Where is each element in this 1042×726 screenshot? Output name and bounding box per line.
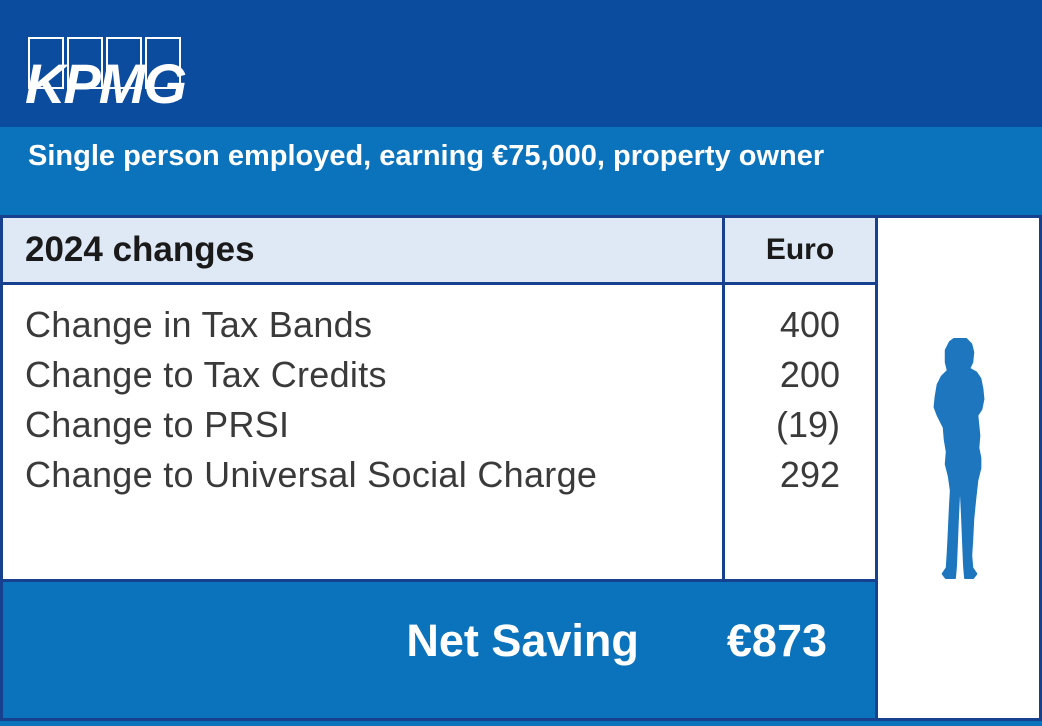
table-row-value: (19) <box>775 404 840 445</box>
logo-rectangle <box>145 37 181 89</box>
kpmg-wordmark: KPMG <box>25 52 187 115</box>
row-labels-column: Change in Tax Bands Change to Tax Credit… <box>3 285 722 579</box>
logo-rectangle <box>106 37 142 89</box>
column-header-euro: Euro <box>722 218 878 282</box>
kpmg-logo: KPMG <box>25 0 198 127</box>
kpmg-four-rectangles-icon <box>28 37 181 89</box>
figure-panel <box>878 218 1042 718</box>
table-row-label: Change in Tax Bands <box>25 304 373 345</box>
table-body: Change in Tax Bands Change to Tax Credit… <box>3 285 878 582</box>
logo-rectangle <box>28 37 64 89</box>
net-saving-value: €873 <box>726 615 827 666</box>
brand-bar: KPMG <box>0 0 1042 127</box>
table-row-value: 292 <box>779 454 840 495</box>
scenario-title: Single person employed, earning €75,000,… <box>28 140 825 172</box>
table-row-value: 400 <box>779 304 840 345</box>
table-row-label: Change to PRSI <box>25 404 290 445</box>
column-header-changes: 2024 changes <box>25 230 255 269</box>
table-row-label: Change to Universal Social Charge <box>25 454 598 495</box>
bottom-strip <box>0 718 1042 726</box>
row-values-column: 400 200 (19) 292 <box>722 285 878 579</box>
net-saving-bar: Net Saving €873 <box>3 582 878 718</box>
table-row-value: 200 <box>779 354 840 395</box>
table-header-row: 2024 changes Euro <box>3 218 878 285</box>
net-saving-label: Net Saving <box>406 615 639 666</box>
woman-silhouette-icon <box>933 338 984 579</box>
content: 2024 changes Euro Change in Tax Bands Ch… <box>0 215 1042 718</box>
logo-rectangle <box>67 37 103 89</box>
table-row-label: Change to Tax Credits <box>25 354 387 395</box>
changes-table: 2024 changes Euro Change in Tax Bands Ch… <box>0 218 878 718</box>
scenario-bar: Single person employed, earning €75,000,… <box>0 127 1042 215</box>
